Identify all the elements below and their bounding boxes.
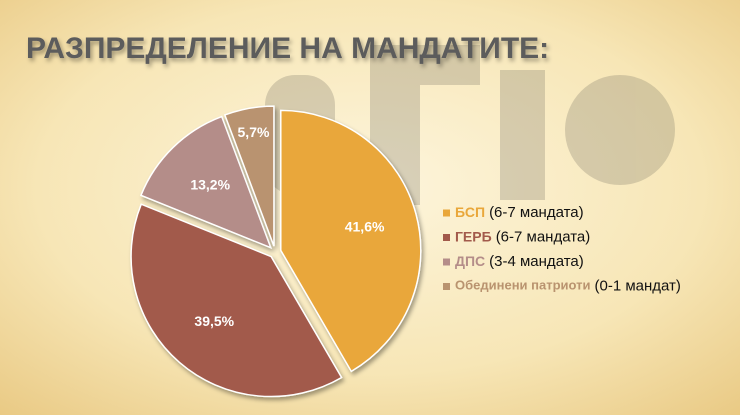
- pie-slice: [130, 203, 343, 398]
- pie-slice: [139, 115, 273, 250]
- legend-entry: ГЕРБ (6-7 мандата): [455, 228, 590, 245]
- chart-title: РАЗПРЕДЕЛЕНИЕ НА МАНДАТИТЕ:: [26, 32, 549, 65]
- data-label: 41,6%: [345, 218, 385, 234]
- legend-marker: [443, 209, 450, 217]
- legend-marker: [443, 234, 450, 241]
- legend-marker: [443, 283, 450, 290]
- legend-note: (6-7 мандата): [489, 204, 584, 221]
- legend-note: (0-1 мандат): [595, 277, 681, 294]
- legend-entry: БСП (6-7 мандата): [455, 204, 584, 221]
- pie-slice: [280, 109, 422, 373]
- pie-slice: [223, 105, 275, 247]
- data-label: 5,7%: [238, 124, 270, 140]
- legend-marker: [443, 258, 450, 266]
- legend-entry: Обединени патриоти (0-1 мандат): [455, 277, 681, 294]
- data-label: 13,2%: [190, 176, 230, 192]
- legend-note: (3-4 мандата): [489, 253, 584, 270]
- pie: 41,6% 39,5% 13,2% 5,7%: [130, 105, 422, 398]
- legend: БСП (6-7 мандата)ГЕРБ (6-7 мандата)ДПС (3-4…: [443, 204, 681, 294]
- legend-name: ДПС: [455, 253, 485, 269]
- legend-name: БСП: [455, 204, 485, 220]
- legend-name: ГЕРБ: [455, 228, 492, 244]
- legend-entry: ДПС (3-4 мандата): [455, 253, 584, 270]
- legend-name: Обединени патриоти: [455, 278, 591, 293]
- data-label: 39,5%: [194, 313, 234, 329]
- legend-note: (6-7 мандата): [496, 228, 591, 245]
